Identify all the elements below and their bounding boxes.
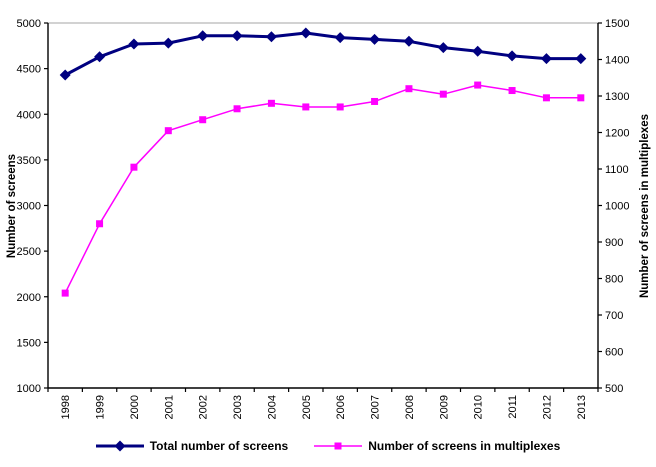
left-axis-title: Number of screens [6, 154, 18, 258]
data-point-marker [233, 105, 241, 113]
data-point-marker [59, 69, 71, 81]
y-left-tick-label: 3000 [17, 201, 41, 213]
y-right-tick-label: 700 [605, 310, 623, 322]
data-point-marker [300, 27, 312, 39]
y-left-tick-label: 4000 [17, 109, 41, 121]
data-point-marker [334, 32, 346, 44]
x-tick-label: 2007 [370, 395, 382, 419]
y-right-tick-label: 1100 [605, 164, 629, 176]
series-line [64, 84, 582, 294]
axes [47, 23, 599, 389]
y-right-tick-label: 1000 [605, 201, 629, 213]
data-point-marker [267, 99, 275, 107]
data-point-marker [130, 163, 138, 171]
data-point-marker [575, 53, 587, 65]
series-line [63, 31, 583, 77]
data-series [59, 27, 587, 297]
legend-item: Total number of screens [95, 439, 289, 453]
y-left-tick-label: 2500 [17, 246, 41, 258]
data-point-marker [96, 220, 104, 228]
data-point-marker [437, 42, 449, 54]
data-point-marker [197, 30, 209, 42]
x-tick-label: 2010 [473, 395, 485, 419]
x-tick-label: 2002 [198, 395, 210, 419]
data-point-marker [439, 90, 447, 98]
legend-marker-square-icon [314, 442, 363, 450]
x-tick-label: 2003 [232, 395, 244, 419]
y-left-tick-label: 5000 [17, 18, 41, 30]
y-left-tick-label: 3500 [17, 155, 41, 167]
data-point-marker [472, 45, 484, 57]
x-tick-label: 2008 [404, 395, 416, 419]
y-right-tick-label: 800 [605, 274, 623, 286]
data-point-marker [577, 94, 585, 102]
right-axis-title: Number of screens in multiplexes [639, 114, 651, 298]
data-point-marker [94, 51, 106, 63]
data-point-marker [371, 97, 379, 105]
legend-item: Number of screens in multiplexes [314, 439, 560, 453]
data-point-marker [162, 37, 174, 49]
y-left-tick-label: 2000 [17, 292, 41, 304]
data-point-marker [199, 116, 207, 124]
x-tick-label: 2006 [335, 395, 347, 419]
y-right-tick-label: 1200 [605, 128, 629, 140]
x-tick-label: 2013 [576, 395, 588, 419]
x-tick-label: 2004 [266, 395, 278, 419]
x-tick-label: 1998 [60, 395, 72, 419]
data-point-marker [265, 31, 277, 43]
x-tick-label: 2005 [301, 395, 313, 419]
data-point-marker [61, 289, 69, 297]
data-point-marker [128, 38, 140, 50]
y-left-tick-label: 1000 [17, 383, 41, 395]
data-point-marker [405, 85, 413, 93]
x-tick-label: 2012 [541, 395, 553, 419]
data-point-marker [540, 53, 552, 65]
data-point-marker [508, 87, 516, 95]
legend-marker-diamond-icon [95, 440, 144, 452]
y-left-tick-label: 4500 [17, 64, 41, 76]
data-point-marker [302, 103, 310, 111]
y-right-tick-label: 1400 [605, 55, 629, 67]
y-right-tick-label: 1500 [605, 18, 629, 30]
legend-item-label: Number of screens in multiplexes [368, 439, 561, 453]
data-point-marker [336, 103, 344, 111]
y-right-tick-label: 600 [605, 347, 623, 359]
x-tick-label: 2001 [163, 395, 175, 419]
data-point-marker [164, 127, 172, 135]
data-point-marker [542, 94, 550, 102]
y-left-tick-label: 1500 [17, 337, 41, 349]
y-right-tick-label: 900 [605, 237, 623, 249]
y-right-tick-label: 1300 [605, 91, 629, 103]
x-tick-label: 2000 [129, 395, 141, 419]
chart-legend: Total number of screens Number of screens… [0, 434, 656, 458]
data-point-marker [403, 35, 415, 47]
data-point-marker [231, 30, 243, 42]
x-tick-label: 1999 [95, 395, 107, 419]
data-point-marker [369, 33, 381, 45]
x-tick-label: 2009 [438, 395, 450, 419]
data-point-marker [506, 50, 518, 62]
legend-item-label: Total number of screens [149, 439, 289, 453]
y-right-tick-label: 500 [605, 383, 623, 395]
data-point-marker [474, 81, 482, 89]
x-tick-label: 2011 [507, 395, 519, 419]
tick-marks-and-labels: 1000 1500 2000 2500 3000 3500 4000 4500 5000 500 6… [17, 18, 630, 419]
